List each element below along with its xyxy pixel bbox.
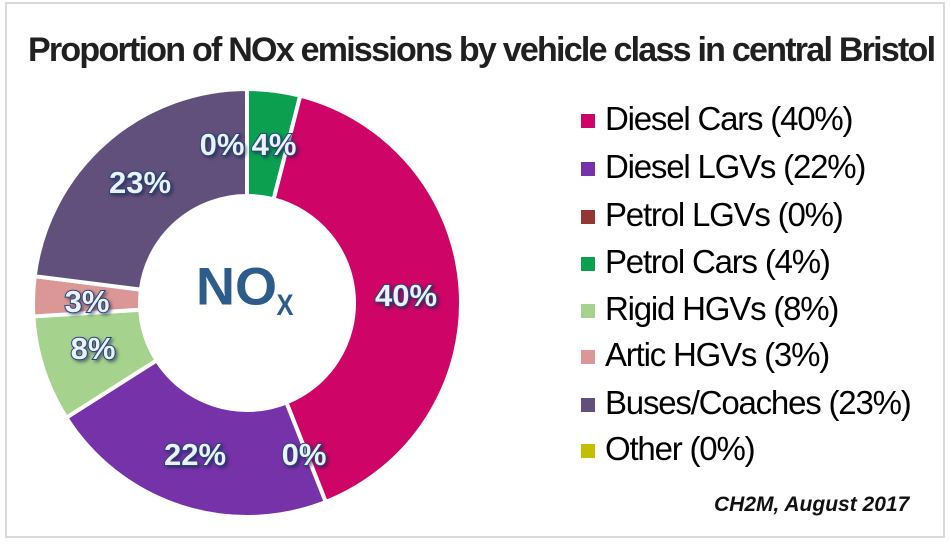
svg-text:23%: 23%: [109, 165, 171, 200]
svg-text:0%: 0%: [282, 437, 327, 472]
svg-text:0%: 0%: [200, 127, 245, 162]
svg-text:8%: 8%: [71, 331, 116, 366]
svg-text:40%: 40%: [375, 278, 437, 313]
svg-text:22%: 22%: [164, 437, 226, 472]
svg-text:4%: 4%: [252, 127, 297, 162]
svg-text:NO: NO: [196, 258, 277, 317]
svg-text:X: X: [277, 289, 294, 322]
svg-text:3%: 3%: [65, 284, 110, 319]
